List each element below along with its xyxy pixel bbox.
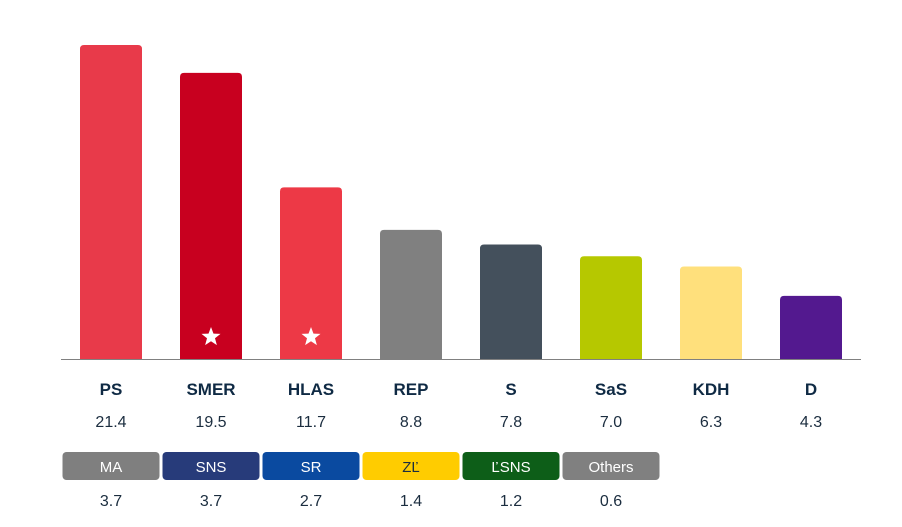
party-chip-others xyxy=(562,452,660,480)
bar-smer xyxy=(180,72,242,359)
party-chip-label: ĽSNS xyxy=(491,459,530,476)
category-label-ps: PS xyxy=(100,380,123,399)
value-label-d: 4.3 xyxy=(800,414,822,431)
bar-rep xyxy=(380,229,442,359)
party-chip-label: Others xyxy=(588,459,633,476)
category-label-kdh: KDH xyxy=(693,380,730,399)
value-label-rep: 8.8 xyxy=(400,414,422,431)
bar-d xyxy=(780,295,842,359)
category-label-rep: REP xyxy=(394,380,429,399)
party-chip-ľsns xyxy=(462,452,560,480)
party-value-label: 3.7 xyxy=(200,493,222,510)
party-value-label: 1.4 xyxy=(400,493,422,510)
value-label-kdh: 6.3 xyxy=(700,414,722,431)
category-label-sas: SaS xyxy=(595,380,627,399)
category-label-smer: SMER xyxy=(186,380,235,399)
star-icon xyxy=(201,327,221,346)
value-label-sas: 7.0 xyxy=(600,414,622,431)
category-label-hlas: HLAS xyxy=(288,380,334,399)
category-label-d: D xyxy=(805,380,817,399)
party-chip-label: SNS xyxy=(196,459,227,476)
bar-kdh xyxy=(680,266,742,359)
party-value-label: 2.7 xyxy=(300,493,322,510)
party-chip-label: ZĽ xyxy=(402,459,420,476)
value-label-hlas: 11.7 xyxy=(296,414,326,431)
value-label-s: 7.8 xyxy=(500,414,522,431)
party-chip-sns xyxy=(162,452,260,480)
value-label-ps: 21.4 xyxy=(95,414,126,431)
party-value-label: 1.2 xyxy=(500,493,522,510)
party-chip-sr xyxy=(262,452,360,480)
party-value-label: 3.7 xyxy=(100,493,122,510)
value-label-smer: 19.5 xyxy=(195,414,226,431)
party-chip-label: MA xyxy=(100,459,123,476)
category-label-s: S xyxy=(505,380,516,399)
bar-hlas xyxy=(280,187,342,359)
party-chip-zľ xyxy=(362,452,460,480)
party-value-label: 0.6 xyxy=(600,493,622,510)
party-chip-ma xyxy=(62,452,160,480)
bar-s xyxy=(480,244,542,359)
party-chip-label: SR xyxy=(301,459,322,476)
star-icon xyxy=(301,327,321,346)
bar-ps xyxy=(80,45,142,359)
bar-sas xyxy=(580,256,642,359)
